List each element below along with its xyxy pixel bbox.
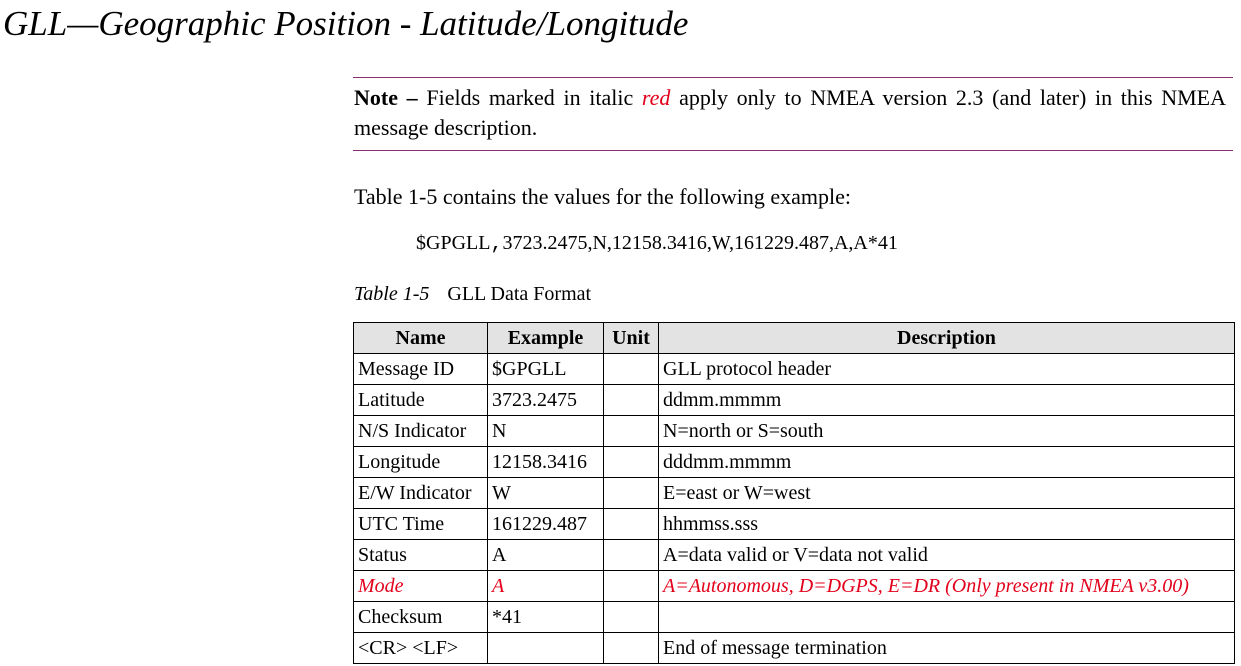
cell-example: W: [487, 477, 604, 509]
cell-description: E=east or W=west: [658, 477, 1235, 509]
cell-example: N: [487, 415, 604, 447]
note-text: Note – Fields marked in italic red apply…: [354, 83, 1226, 143]
header-unit: Unit: [603, 322, 659, 354]
table-row: E/W Indicator W E=east or W=west: [353, 477, 1235, 509]
header-name: Name: [353, 322, 488, 354]
note-label: Note –: [354, 85, 418, 110]
table-row: Status A A=data valid or V=data not vali…: [353, 539, 1235, 571]
intro-paragraph: Table 1-5 contains the values for the fo…: [354, 184, 851, 209]
table-row: Checksum *41: [353, 601, 1235, 633]
cell-name: Mode: [353, 570, 488, 602]
cell-example: 3723.2475: [487, 384, 604, 416]
cell-name: Latitude: [353, 384, 488, 416]
example-rest: 3723.2475,N,12158.3416,W,161229.487,A,A*…: [502, 232, 898, 254]
cell-name: <CR> <LF>: [353, 632, 488, 664]
note-text-after: apply only to NMEA version 2.3 (and late…: [354, 85, 1226, 140]
cell-unit: [603, 601, 659, 633]
cell-unit: [603, 632, 659, 664]
table-row-nmea23: Mode A A=Autonomous, D=DGPS, E=DR (Only …: [353, 570, 1235, 602]
table-row: UTC Time 161229.487 hhmmss.sss: [353, 508, 1235, 540]
cell-name: Checksum: [353, 601, 488, 633]
cell-unit: [603, 415, 659, 447]
cell-example: A: [487, 539, 604, 571]
cell-unit: [603, 384, 659, 416]
cell-unit: [603, 353, 659, 385]
table-row: Longitude 12158.3416 dddmm.mmmm: [353, 446, 1235, 478]
header-example: Example: [487, 322, 604, 354]
note-highlight-red: red: [641, 85, 671, 110]
table-header-row: Name Example Unit Description: [353, 322, 1235, 354]
table-row: Latitude 3723.2475 ddmm.mmmm: [353, 384, 1235, 416]
example-comma: ,: [490, 233, 503, 256]
cell-name: N/S Indicator: [353, 415, 488, 447]
cell-name: UTC Time: [353, 508, 488, 540]
table-caption: Table 1-5 GLL Data Format: [354, 280, 591, 308]
table-row: Message ID $GPGLL GLL protocol header: [353, 353, 1235, 385]
example-sentence: $GPGLL,3723.2475,N,12158.3416,W,161229.4…: [416, 229, 898, 259]
cell-name: Message ID: [353, 353, 488, 385]
cell-description: [658, 601, 1235, 633]
cell-description: N=north or S=south: [658, 415, 1235, 447]
cell-description: hhmmss.sss: [658, 508, 1235, 540]
cell-unit: [603, 477, 659, 509]
note-box: Note – Fields marked in italic red apply…: [353, 77, 1233, 151]
cell-unit: [603, 446, 659, 478]
cell-unit: [603, 570, 659, 602]
cell-description: A=data valid or V=data not valid: [658, 539, 1235, 571]
cell-name: Status: [353, 539, 488, 571]
cell-description: ddmm.mmmm: [658, 384, 1235, 416]
cell-description: A=Autonomous, D=DGPS, E=DR (Only present…: [658, 570, 1235, 602]
cell-description: dddmm.mmmm: [658, 446, 1235, 478]
page-title: GLL—Geographic Position - Latitude/Longi…: [3, 4, 689, 43]
example-prefix: $GPGLL: [416, 232, 491, 254]
cell-description: GLL protocol header: [658, 353, 1235, 385]
cell-unit: [603, 508, 659, 540]
table-row: <CR> <LF> End of message termination: [353, 632, 1235, 664]
cell-example: [487, 632, 604, 664]
cell-example: A: [487, 570, 604, 602]
cell-description: End of message termination: [658, 632, 1235, 664]
cell-example: 161229.487: [487, 508, 604, 540]
note-text-before: Fields marked in italic: [417, 85, 642, 110]
cell-example: $GPGLL: [487, 353, 604, 385]
cell-example: 12158.3416: [487, 446, 604, 478]
table-row: N/S Indicator N N=north or S=south: [353, 415, 1235, 447]
table-caption-title: GLL Data Format: [447, 283, 592, 305]
cell-example: *41: [487, 601, 604, 633]
gll-data-format-table: Name Example Unit Description Message ID…: [353, 322, 1235, 664]
cell-name: Longitude: [353, 446, 488, 478]
header-description: Description: [658, 322, 1235, 354]
cell-unit: [603, 539, 659, 571]
table-caption-number: Table 1-5: [354, 283, 430, 305]
cell-name: E/W Indicator: [353, 477, 488, 509]
